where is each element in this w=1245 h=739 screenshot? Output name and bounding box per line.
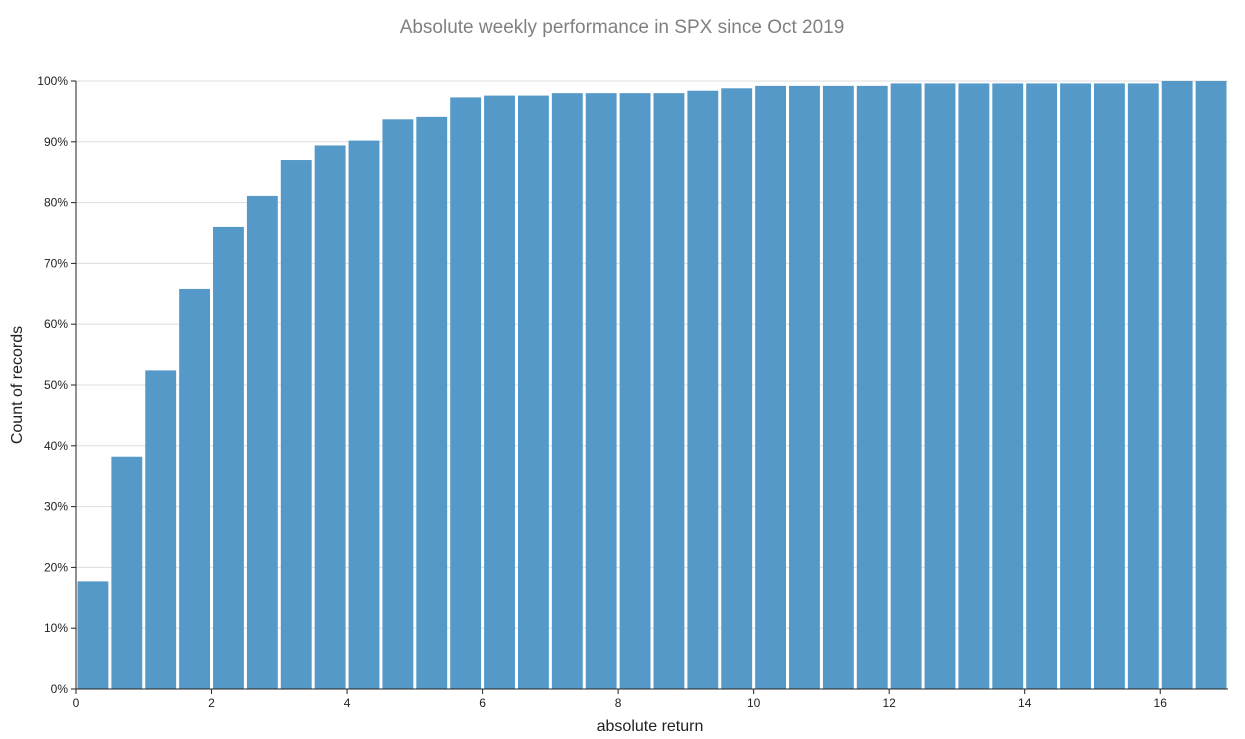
x-tick-label-0: 0 [73,696,80,710]
bar-2 [145,370,177,689]
bar-11 [450,97,482,689]
bar-22 [822,85,854,689]
y-tick-label-6: 60% [44,317,68,331]
bars [77,81,1227,690]
y-axis-ticks: 0% 10% 20% 30% 40% 50% 60% 70% 80% 90% 100% [37,74,76,696]
bar-16 [619,93,651,689]
x-tick-label-6: 12 [882,696,896,710]
bar-19 [721,88,753,689]
y-tick-label-2: 20% [44,560,68,574]
x-tick-label-8: 16 [1154,696,1168,710]
bar-30 [1093,83,1125,689]
bar-8 [348,140,380,690]
y-tick-label-5: 50% [44,378,68,392]
bar-15 [585,93,617,689]
y-tick-label-1: 10% [44,621,68,635]
bar-0 [77,581,109,689]
bar-23 [856,85,888,689]
bar-32 [1161,81,1193,689]
bar-6 [280,160,312,690]
y-tick-label-10: 100% [37,74,68,88]
chart-title: Absolute weekly performance in SPX since… [400,17,845,38]
y-tick-label-9: 90% [44,135,68,149]
y-tick-label-7: 70% [44,256,68,270]
x-tick-label-1: 2 [208,696,215,710]
x-tick-label-3: 6 [479,696,486,710]
x-tick-label-4: 8 [615,696,622,710]
bar-33 [1195,81,1227,689]
bar-25 [924,83,956,689]
bar-4 [213,226,244,690]
y-tick-label-8: 80% [44,196,68,210]
bar-21 [789,85,820,689]
bar-13 [517,95,549,690]
bar-9 [382,119,414,689]
x-tick-label-5: 10 [747,696,761,710]
bar-10 [416,116,448,689]
bar-3 [179,288,211,689]
bar-20 [755,85,787,689]
bar-26 [958,83,990,689]
x-tick-label-7: 14 [1018,696,1032,710]
bar-27 [992,83,1024,689]
bar-1 [111,456,143,689]
bar-31 [1127,83,1159,689]
bar-17 [653,93,685,689]
bar-18 [687,90,719,689]
y-tick-label-4: 40% [44,439,68,453]
y-tick-label-0: 0% [51,682,69,696]
y-tick-label-3: 30% [44,500,68,514]
bar-5 [246,195,278,690]
bar-7 [314,145,346,689]
bar-29 [1060,83,1091,689]
y-axis-title: Count of records [9,326,26,444]
bar-24 [890,83,922,689]
x-axis-ticks: 0 2 4 6 8 10 12 14 16 [73,689,1168,710]
bar-12 [484,95,515,690]
bar-28 [1026,83,1058,689]
x-tick-label-2: 4 [344,696,351,710]
x-axis-title: absolute return [597,718,704,735]
bar-14 [551,93,583,689]
